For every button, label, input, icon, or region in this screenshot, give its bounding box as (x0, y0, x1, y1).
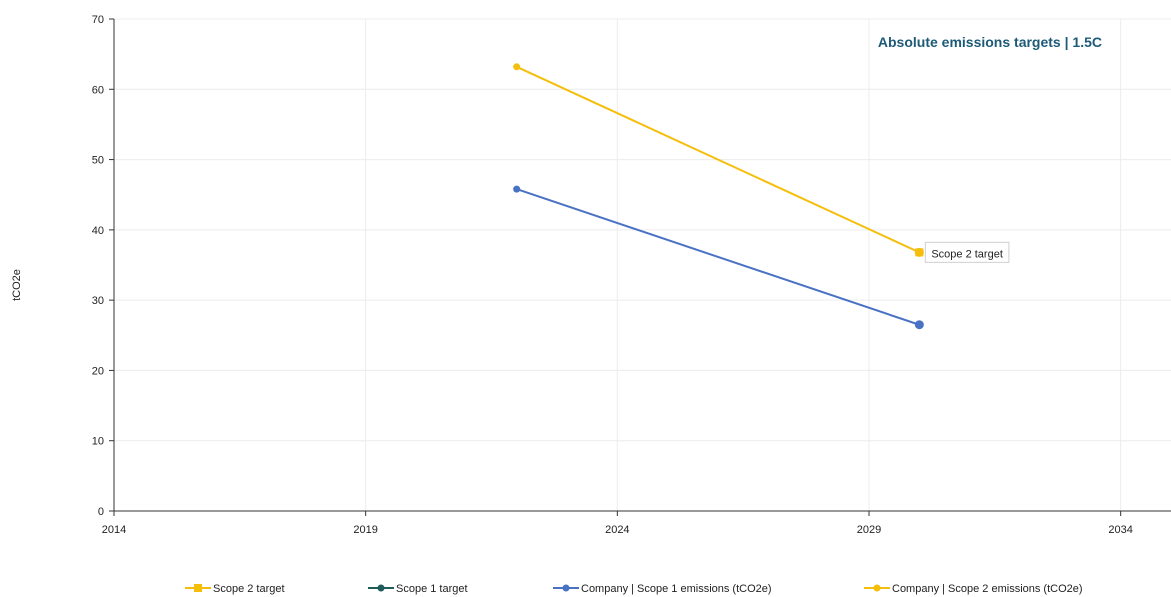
annotation: Scope 2 target (924, 241, 1010, 263)
legend-item[interactable]: Scope 2 target (185, 583, 285, 595)
legend-marker (562, 584, 570, 592)
y-tick-label: 40 (92, 225, 104, 237)
y-tick-label: 60 (92, 84, 104, 96)
grid-lines (114, 18, 1171, 511)
legend-item[interactable]: Scope 1 target (368, 583, 468, 595)
annotations: Scope 2 target (924, 241, 1010, 263)
annotation-label: Scope 2 target (931, 248, 1003, 260)
x-tick-label: 2024 (605, 524, 629, 536)
legend-item[interactable]: Company | Scope 1 emissions (tCO2e) (553, 583, 772, 595)
chart-title: Absolute emissions targets | 1.5C (878, 34, 1102, 50)
x-tick-label: 2014 (102, 524, 126, 536)
y-tick-label: 30 (92, 295, 104, 307)
y-tick-label: 70 (92, 14, 104, 26)
legend-marker (873, 584, 881, 592)
data-point-marker (914, 247, 924, 257)
series-group (513, 63, 924, 330)
y-tick-label: 50 (92, 155, 104, 167)
series-line-3 (516, 65, 920, 254)
x-tick-label: 2034 (1108, 524, 1132, 536)
legend[interactable]: Scope 2 target Scope 1 target Company | Sc… (185, 583, 1083, 595)
axes: 0 10 20 30 40 50 60 70 2014 2019 2024 2029 2034 (92, 14, 1171, 536)
y-tick-label: 20 (92, 365, 104, 377)
y-axis-title: tCO2e (11, 269, 23, 301)
data-point-marker (513, 185, 521, 193)
legend-marker (194, 584, 202, 592)
annotation-box (924, 241, 1010, 263)
legend-item[interactable]: Company | Scope 2 emissions (tCO2e) (864, 583, 1083, 595)
legend-label: Company | Scope 1 emissions (tCO2e) (581, 583, 772, 595)
x-tick-label: 2029 (857, 524, 881, 536)
data-point-marker (513, 63, 521, 71)
series-line-2 (516, 188, 920, 326)
x-tick-label: 2019 (353, 524, 377, 536)
legend-label: Scope 2 target (213, 583, 285, 595)
y-tick-label: 10 (92, 436, 104, 448)
data-point-marker (914, 320, 924, 330)
legend-label: Company | Scope 2 emissions (tCO2e) (892, 583, 1083, 595)
legend-label: Scope 1 target (396, 583, 468, 595)
legend-marker (377, 584, 385, 592)
y-tick-label: 0 (98, 506, 104, 518)
